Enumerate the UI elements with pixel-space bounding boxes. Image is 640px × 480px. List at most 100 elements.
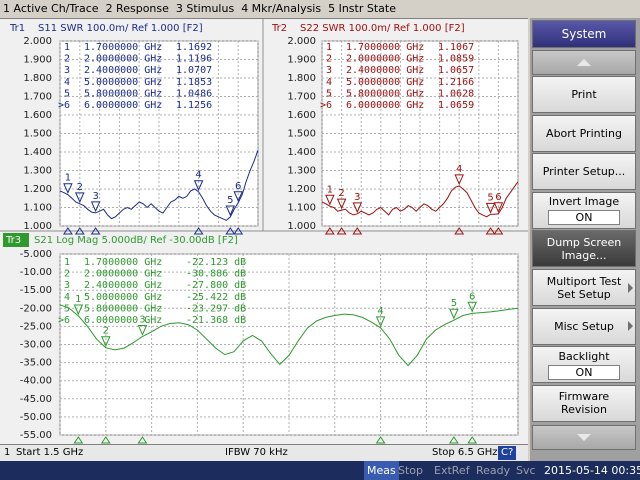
marker-table-value: 1.0657 [438,65,474,76]
marker-position-tick [62,227,73,235]
marker-table-frequency: 5.8000000 GHz [346,88,424,99]
marker-label: 3 [354,192,360,203]
y-tick-label: -5.000 [20,249,52,260]
softkey-label: Firmware Revision [558,390,610,417]
marker-table-frequency: 2.0000000 GHz [346,54,424,65]
marker-position-tick [448,436,459,444]
status-indicator: Meas [364,461,399,480]
marker-position-tick [225,227,236,235]
down-arrow [577,434,591,441]
marker-table-frequency: 5.0000000 GHz [84,77,162,88]
marker-table-value: 1.0486 [176,88,212,99]
marker-label: 1 [327,184,333,195]
trace-display: 1.000 1.100 1.200 1.300 1.400 1.500 1.600 1.700… [0,19,528,444]
taskbar: Meas Stop ExtRef Ready Svc 2015-05-14 00:35 [0,461,640,480]
marker-position-tick [100,436,111,444]
stop-frequency: Stop 6.5 GHz [432,447,498,458]
marker-table-value: -25.422 dB [186,292,246,303]
marker-label: 1 [65,173,71,184]
marker [352,202,363,214]
trace-name: Tr2 [271,23,287,34]
marker-table-frequency: 2.4000000 GHz [84,65,162,76]
y-tick-label: 1.000 [287,221,316,232]
marker-table-number: 5 [64,88,70,99]
marker-table-value: 1.0659 [438,100,474,111]
trace-title: S22 SWR 100.0m/ Ref 1.000 [F2] [300,23,465,34]
menu-item[interactable]: 2 Response [105,2,169,15]
marker-table-value: 1.0628 [438,88,474,99]
softkey[interactable]: Firmware Revision [532,384,636,422]
marker-label: 4 [456,164,462,175]
marker [485,202,496,214]
y-tick-label: -45.00 [20,394,52,405]
y-tick-label: -20.00 [20,303,52,314]
y-tick-label: 1.400 [287,147,316,158]
marker [137,325,148,336]
y-tick-label: -40.00 [20,376,52,387]
marker-table-value: -30.886 dB [186,269,246,280]
softkey-state: ON [548,210,620,226]
marker-table-number: >6 [58,315,70,326]
softkey[interactable]: Abort Printing [532,114,636,152]
softkey[interactable]: Invert Image ON [532,191,636,229]
y-tick-label: 1.700 [23,92,52,103]
marker-label: 3 [92,191,98,202]
trace-name: Tr1 [9,23,25,34]
marker [233,191,243,202]
marker-position-tick [352,227,363,235]
softkey-label: Printer Setup... [542,165,626,179]
softkey[interactable]: Printer Setup... [532,153,636,191]
marker-label: 4 [195,170,201,181]
trace-title: S21 Log Mag 5.000dB/ Ref -30.00dB [F2] [34,235,238,246]
softkey[interactable]: Multiport Test Set Setup [532,269,636,306]
marker [449,308,459,320]
marker-table-frequency: 5.0000000 GHz [84,292,162,303]
menu-item[interactable]: 1 Active Ch/Trace [3,2,99,15]
marker-table-value: 1.2166 [438,77,474,88]
softkey[interactable]: Print [532,76,636,113]
marker-table-frequency: 1.7000000 GHz [84,257,162,268]
marker-label: 2 [77,182,83,193]
marker-table-number: 4 [64,292,70,303]
y-tick-label: -30.00 [20,340,52,351]
y-tick-label: 1.300 [287,166,316,177]
marker-position-tick [375,436,386,444]
softkey[interactable]: Misc Setup [532,307,636,345]
marker [325,194,335,206]
marker-table-value: 1.0859 [438,54,474,65]
marker [101,336,111,347]
status-indicator: Ready [476,464,511,477]
marker [225,205,236,217]
marker-label: 5 [451,298,457,309]
marker-position-tick [336,227,347,235]
softkey-state: ON [548,364,620,380]
trace-name: Tr3 [5,235,21,246]
menu-item[interactable]: 4 Mkr/Analysis [241,2,322,15]
marker-table-frequency: 2.0000000 GHz [84,269,162,280]
marker [90,201,101,213]
marker [75,192,85,204]
status-indicator: Svc [516,464,536,477]
marker [454,174,464,186]
marker-position-tick [467,436,478,444]
marker-table-frequency: 2.0000000 GHz [84,54,162,65]
menu-item[interactable]: 3 Stimulus [175,2,235,15]
y-tick-label: 1.500 [287,129,316,140]
softkey[interactable]: Dump Screen Image... [532,230,636,268]
marker-label: 5 [487,192,493,203]
marker-position-tick [73,436,84,444]
softkey[interactable]: Backlight ON [532,346,636,384]
softkey-title: System [532,20,636,48]
marker-label: 3 [139,315,145,326]
y-tick-label: 1.600 [287,110,316,121]
marker-table-value: -23.297 dB [186,303,246,314]
marker [467,301,477,313]
marker-table-value: 1.1196 [176,54,212,65]
scroll-up[interactable] [532,50,636,75]
scroll-down[interactable] [532,425,636,450]
trace-line [59,150,259,221]
marker [63,183,73,194]
menu-item[interactable]: 5 Instr State [328,2,396,15]
y-tick-label: 1.900 [287,55,316,66]
y-tick-label: 1.200 [287,184,316,195]
